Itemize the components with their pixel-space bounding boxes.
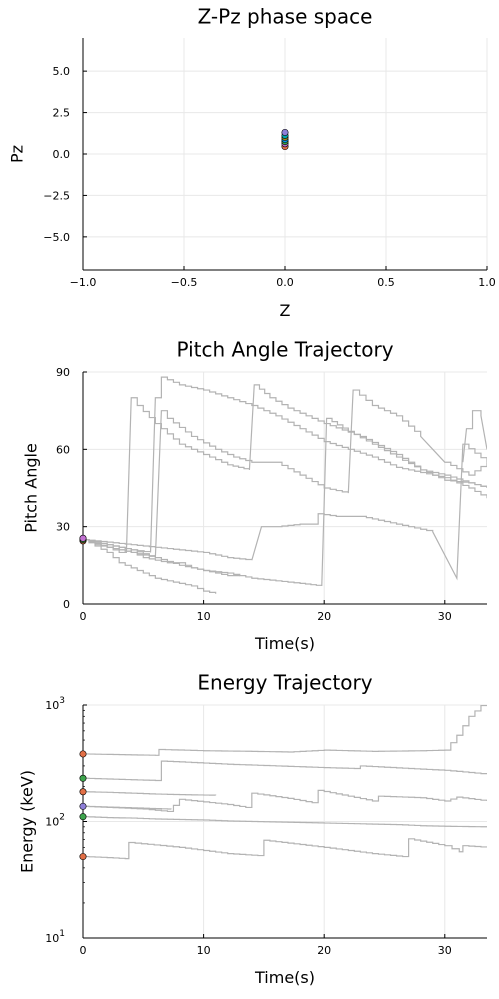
y-tick-exponent: 2 xyxy=(59,813,65,823)
y-axis-label: Pz xyxy=(8,145,27,163)
chart-title: Energy Trajectory xyxy=(197,671,372,695)
data-point-5 xyxy=(79,813,87,821)
y-tick-base: 10 xyxy=(45,932,59,945)
x-tick-label: 30 xyxy=(438,944,452,957)
trajectory-line-6 xyxy=(83,816,487,828)
x-tick-label: 0 xyxy=(80,944,87,957)
y-tick-exponent: 1 xyxy=(59,929,65,939)
trajectory-line-2 xyxy=(83,760,487,782)
x-tick-label: 0.0 xyxy=(276,276,294,289)
plot-area xyxy=(83,705,487,860)
data-point-4 xyxy=(79,802,87,810)
y-tick-label: 90 xyxy=(56,366,70,379)
y-tick-label: 60 xyxy=(56,443,70,456)
trajectory-line-8 xyxy=(462,410,487,463)
chart-panel-2: 0 10 20 30 0 30 60 90 Pitch Angle Trajectory Time… xyxy=(22,338,487,653)
trajectory-line-6 xyxy=(83,443,487,581)
trajectory-line-4 xyxy=(83,389,487,558)
trajectory-line-3 xyxy=(83,376,487,553)
x-tick-label: 10 xyxy=(197,610,211,623)
y-axis-label: Pitch Angle xyxy=(22,443,41,533)
x-tick-label: −0.5 xyxy=(171,276,198,289)
y-tick-label: 102 xyxy=(45,813,65,829)
y-tick-label: 5.0 xyxy=(53,65,71,78)
x-tick-label: 20 xyxy=(317,944,331,957)
data-point-1 xyxy=(79,750,87,758)
x-tick-label: 0.5 xyxy=(377,276,395,289)
trajectory-line-5 xyxy=(83,538,217,594)
trajectory-line-3 xyxy=(83,791,217,796)
x-axis-label: Time(s) xyxy=(254,634,315,653)
trajectory-line-7 xyxy=(83,838,487,860)
x-axis-label: Z xyxy=(280,301,291,320)
x-tick-label: 0 xyxy=(80,610,87,623)
data-point-3 xyxy=(79,788,87,796)
y-tick-base: 10 xyxy=(45,816,59,829)
x-axis-label: Time(s) xyxy=(254,968,315,987)
x-tick-label: 30 xyxy=(438,610,452,623)
x-tick-label: 10 xyxy=(197,944,211,957)
y-tick-label: 30 xyxy=(56,521,70,534)
y-tick-label: −2.5 xyxy=(43,189,70,202)
plot-area xyxy=(83,376,487,594)
x-tick-label: −1.0 xyxy=(70,276,97,289)
trajectory-line-7 xyxy=(83,417,487,586)
chart-panel-1: −1.0 −0.5 0.0 0.5 1.0 −5.0 −2.5 0.0 2.5 5.0 Z-Pz p… xyxy=(8,5,496,321)
data-point-7 xyxy=(281,128,289,136)
trajectory-line-1 xyxy=(83,705,487,756)
trajectory-line-2 xyxy=(83,384,487,554)
y-tick-base: 10 xyxy=(45,699,59,712)
y-tick-label: 103 xyxy=(45,696,65,712)
trajectory-line-5 xyxy=(83,789,487,813)
data-point-6 xyxy=(79,853,87,861)
y-axis-label: Energy (keV) xyxy=(18,770,37,873)
chart-title: Z-Pz phase space xyxy=(198,5,373,29)
chart-title: Pitch Angle Trajectory xyxy=(176,338,393,362)
y-tick-label: 101 xyxy=(45,929,65,945)
y-tick-label: −5.0 xyxy=(43,231,70,244)
y-tick-label: 0.0 xyxy=(53,148,71,161)
x-tick-label: 1.0 xyxy=(478,276,496,289)
x-tick-label: 20 xyxy=(317,610,331,623)
y-tick-exponent: 3 xyxy=(59,696,65,706)
data-point-2 xyxy=(79,774,87,782)
data-point-3 xyxy=(79,534,87,542)
y-tick-label: 0 xyxy=(63,598,70,611)
y-tick-label: 2.5 xyxy=(53,107,71,120)
